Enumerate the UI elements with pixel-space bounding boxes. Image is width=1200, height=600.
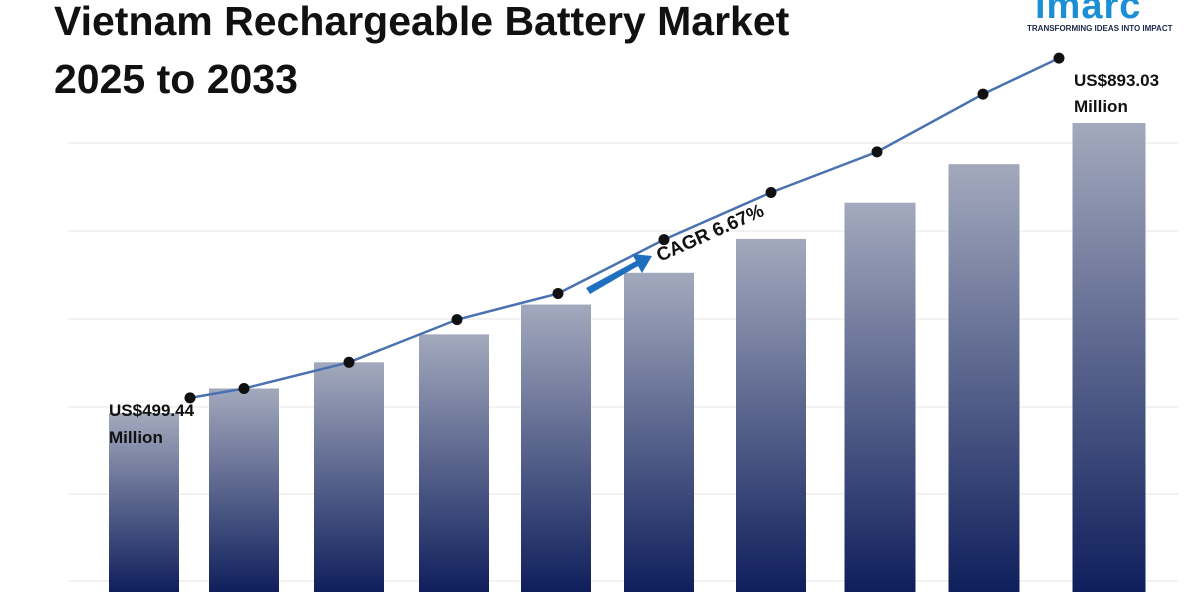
trend-point-2 bbox=[238, 382, 250, 394]
trend-point-6 bbox=[658, 234, 670, 246]
end-value-label: US$893.03 bbox=[1074, 71, 1159, 90]
trend-point-9 bbox=[977, 88, 989, 100]
chart-title-line-1: Vietnam Rechargeable Battery Market bbox=[54, 0, 790, 44]
bar-7 bbox=[736, 238, 806, 592]
trend-line bbox=[189, 57, 1060, 400]
start-value-label: US$499.44 bbox=[109, 401, 195, 420]
chart-title-line-2: 2025 to 2033 bbox=[54, 56, 298, 102]
trend-point-5 bbox=[552, 288, 564, 300]
imarc-logo-wordmark: imarc bbox=[1035, 0, 1142, 27]
trend-point-8 bbox=[871, 146, 883, 158]
chart-title: Vietnam Rechargeable Battery Market 2025… bbox=[54, 0, 789, 108]
bar-9 bbox=[948, 164, 1020, 592]
trend-point-1 bbox=[184, 392, 196, 404]
bar-1 bbox=[109, 413, 179, 592]
imarc-logo: imarc TRANSFORMING IDEAS INTO IMPACT bbox=[1027, 0, 1192, 40]
bar-4 bbox=[419, 334, 489, 592]
trend-point-3 bbox=[343, 356, 355, 368]
cagr-arrow-icon bbox=[586, 254, 652, 294]
trend-point-10 bbox=[1053, 52, 1065, 64]
bars bbox=[109, 123, 1146, 592]
bar-6 bbox=[624, 272, 694, 592]
imarc-logo-tagline: TRANSFORMING IDEAS INTO IMPACT bbox=[1027, 24, 1173, 33]
bar-5 bbox=[521, 304, 591, 592]
bar-10 bbox=[1072, 123, 1146, 592]
bar-3 bbox=[314, 362, 384, 592]
trend-point-7 bbox=[765, 186, 777, 198]
start-value-unit: Million bbox=[109, 428, 163, 447]
end-value-unit: Million bbox=[1074, 97, 1128, 116]
bar-2 bbox=[209, 388, 279, 592]
bar-8 bbox=[844, 202, 916, 592]
trend-point-4 bbox=[451, 314, 463, 326]
trend-points bbox=[184, 52, 1065, 404]
